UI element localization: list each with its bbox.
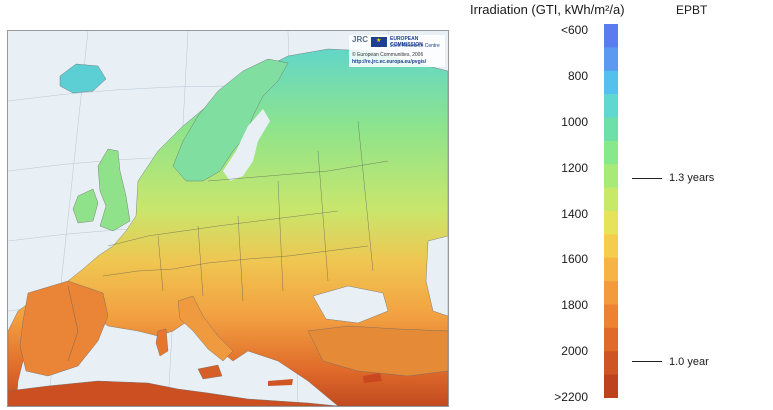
italy	[177, 295, 234, 362]
jrc-label: Joint Research Centre	[390, 43, 440, 49]
copyright-text: © European Communities, 2006	[352, 52, 424, 58]
colorbar-segment	[604, 257, 618, 282]
epbt-marker-label: 1.3 years	[669, 172, 715, 185]
colorbar-tick-label: 1600	[561, 252, 588, 267]
cyprus	[363, 373, 382, 383]
eu-flag-icon	[371, 37, 387, 47]
colorbar-segment	[604, 117, 618, 142]
irradiation-title: Irradiation (GTI, kWh/m²/a)	[470, 2, 625, 17]
epbt-marker-line	[632, 177, 662, 179]
iberia	[19, 280, 109, 377]
sicily	[197, 364, 223, 380]
north-africa	[8, 380, 339, 406]
jrc-logo-block: JRC EUROPEAN COMMISSION Joint Research C…	[349, 35, 445, 67]
epbt-marker-line	[632, 361, 662, 363]
black-sea	[312, 285, 389, 324]
colorbar-segment	[604, 70, 618, 95]
colorbar-tick-label: <600	[560, 23, 588, 37]
europe-irradiation-map: JRC EUROPEAN COMMISSION Joint Research C…	[7, 30, 449, 407]
pvgis-url[interactable]: http://re.jrc.ec.europa.eu/pvgis/	[352, 59, 427, 65]
map-canvas	[8, 31, 448, 406]
colorbar-segment	[604, 281, 618, 305]
colorbar-tick-label: 1800	[561, 298, 588, 313]
scandinavia	[172, 58, 289, 182]
colorbar	[604, 24, 618, 398]
colorbar-segment	[604, 140, 618, 165]
ireland	[72, 188, 99, 224]
colorbar-segment	[604, 24, 618, 48]
colorbar-tick-label: 2000	[561, 344, 588, 359]
colorbar-segment	[604, 164, 618, 189]
colorbar-segment	[604, 187, 618, 212]
caspian-sea	[425, 235, 448, 317]
colorbar-tick-label: 1200	[561, 160, 588, 175]
colorbar-tick-label: >2200	[554, 390, 588, 404]
iceland	[59, 63, 107, 94]
colorbar-segment	[604, 211, 618, 235]
colorbar-segment	[604, 304, 618, 329]
legend-title: Irradiation (GTI, kWh/m²/a) EPBT	[470, 2, 707, 17]
epbt-marker-label: 1.0 year	[669, 355, 709, 368]
anatolia	[307, 325, 448, 377]
baltic-sea	[223, 109, 270, 181]
epbt-title: EPBT	[676, 3, 708, 17]
european-commission-label: EUROPEAN COMMISSION	[390, 36, 423, 48]
colorbar-tick-label: 1400	[561, 206, 588, 221]
epbt-marker: 1.0 year	[632, 356, 709, 370]
colorbar-tick-label: 800	[567, 68, 588, 83]
sardinia	[155, 328, 169, 357]
country-borders	[67, 120, 389, 362]
colorbar-segment	[604, 327, 618, 352]
colorbar-segment	[604, 47, 618, 72]
colorbar-segment	[604, 351, 618, 376]
colorbar-segment	[604, 374, 618, 398]
colorbar-tick-label: 1000	[561, 114, 588, 129]
great-britain	[97, 148, 131, 232]
epbt-marker: 1.3 years	[632, 172, 714, 186]
colorbar-segment	[604, 94, 618, 118]
jrc-logo: JRC	[352, 35, 369, 44]
crete	[268, 379, 293, 386]
colorbar-segment	[604, 234, 618, 259]
